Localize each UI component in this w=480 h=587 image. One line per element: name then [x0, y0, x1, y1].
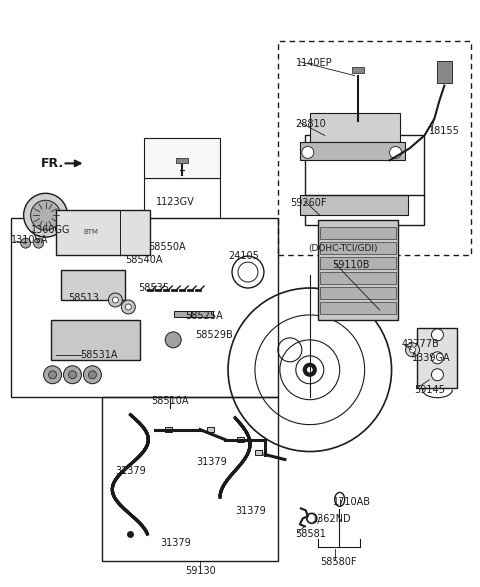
Text: 1362ND: 1362ND	[312, 514, 351, 524]
Bar	[56, 210, 150, 255]
Text: 24105: 24105	[228, 251, 259, 261]
Text: 59130: 59130	[185, 566, 216, 576]
Circle shape	[21, 238, 31, 248]
Circle shape	[432, 352, 444, 364]
Bar	[191, 311, 213, 317]
Bar	[255, 450, 262, 454]
Text: 59110B: 59110B	[332, 260, 369, 270]
Bar	[320, 227, 396, 239]
Bar	[320, 287, 396, 299]
Bar	[102, 397, 278, 561]
Text: 58510A: 58510A	[152, 396, 189, 406]
Bar	[174, 311, 196, 317]
Circle shape	[232, 256, 264, 288]
Bar	[300, 143, 405, 160]
Circle shape	[432, 329, 444, 341]
Circle shape	[108, 293, 122, 307]
Circle shape	[69, 371, 76, 379]
Circle shape	[48, 371, 57, 379]
Text: 58580F: 58580F	[320, 557, 356, 567]
Text: 1123GV: 1123GV	[156, 197, 194, 207]
Bar	[320, 242, 396, 254]
Text: 1310SA: 1310SA	[11, 235, 48, 245]
Bar	[165, 427, 172, 431]
Bar	[318, 220, 397, 320]
Text: 59260F: 59260F	[290, 198, 326, 208]
Text: 59145: 59145	[415, 384, 445, 394]
Text: 28810: 28810	[295, 120, 325, 130]
Text: 31379: 31379	[160, 538, 191, 548]
Circle shape	[63, 366, 82, 384]
Bar	[418, 328, 457, 388]
Circle shape	[302, 146, 314, 158]
Circle shape	[432, 369, 444, 381]
Bar	[207, 427, 214, 431]
Text: 1140EP: 1140EP	[296, 58, 333, 68]
Circle shape	[31, 200, 60, 230]
Text: 58525A: 58525A	[185, 311, 223, 321]
Text: 31379: 31379	[115, 467, 146, 477]
Bar	[176, 158, 188, 163]
Bar	[144, 178, 220, 218]
Bar	[60, 270, 125, 300]
Circle shape	[88, 371, 96, 379]
Text: 58513: 58513	[69, 293, 99, 303]
Circle shape	[112, 297, 119, 303]
Bar	[11, 218, 278, 397]
Bar	[237, 437, 244, 441]
Bar	[300, 195, 408, 215]
Text: 31379: 31379	[196, 457, 227, 467]
Circle shape	[84, 366, 101, 384]
Circle shape	[34, 238, 44, 248]
Bar	[320, 272, 396, 284]
Text: 1360GG: 1360GG	[31, 225, 70, 235]
Bar	[278, 41, 471, 255]
Text: 18155: 18155	[430, 126, 460, 136]
Text: 58531A: 58531A	[81, 350, 118, 360]
Bar	[305, 136, 424, 225]
Text: 58535: 58535	[138, 283, 169, 293]
Text: 31379: 31379	[235, 507, 266, 517]
Bar	[320, 257, 396, 269]
Circle shape	[165, 332, 181, 348]
Circle shape	[409, 347, 416, 353]
Bar	[352, 67, 364, 73]
Text: 43777B: 43777B	[402, 339, 439, 349]
Circle shape	[44, 366, 61, 384]
Bar	[50, 320, 140, 360]
Text: 58529B: 58529B	[195, 330, 233, 340]
Text: BTM: BTM	[83, 229, 98, 235]
Bar	[320, 302, 396, 314]
Text: 58581: 58581	[295, 529, 326, 539]
Text: (DOHC-TCI/GDI): (DOHC-TCI/GDI)	[308, 244, 377, 252]
Bar	[310, 113, 399, 143]
Bar	[437, 60, 452, 83]
Circle shape	[24, 193, 68, 237]
Circle shape	[406, 343, 420, 357]
Circle shape	[121, 300, 135, 314]
Text: 58550A: 58550A	[148, 242, 186, 252]
Bar	[144, 139, 220, 178]
Text: FR.: FR.	[41, 157, 64, 170]
Text: 1710AB: 1710AB	[333, 497, 371, 507]
Circle shape	[125, 304, 132, 310]
Text: 1339GA: 1339GA	[411, 353, 450, 363]
Circle shape	[390, 146, 402, 158]
Text: 58540A: 58540A	[125, 255, 163, 265]
